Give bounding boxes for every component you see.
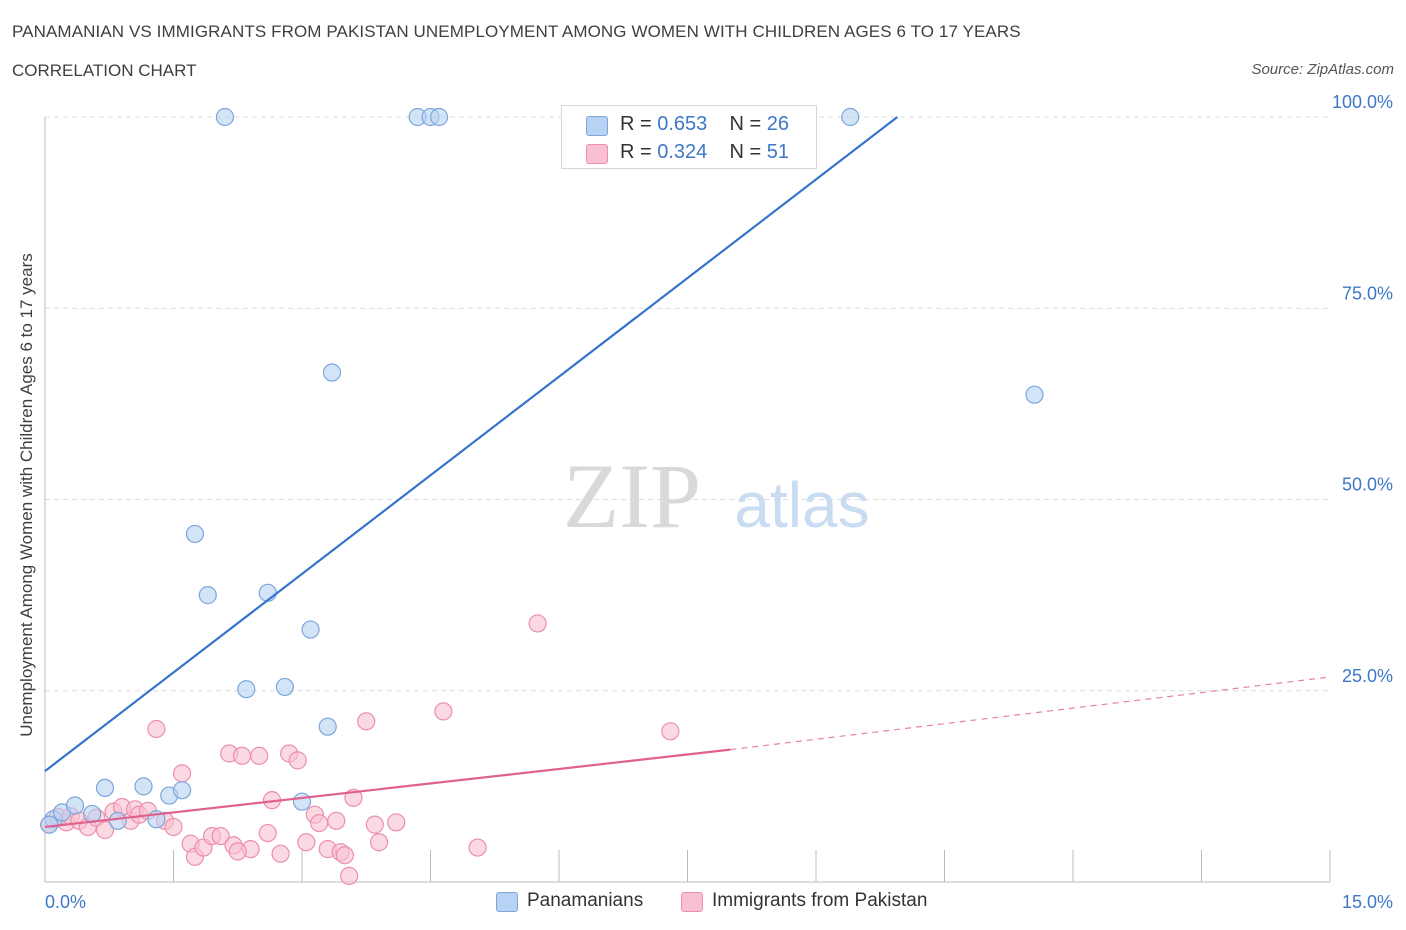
pakistan-point-17[interactable] bbox=[172, 764, 192, 783]
pakistan-point-43[interactable] bbox=[365, 815, 384, 834]
panamanian-point-4[interactable] bbox=[95, 778, 115, 798]
legend-r-label: R = bbox=[620, 141, 658, 163]
panamanian-point-2[interactable] bbox=[65, 796, 85, 815]
panamanian-point-23[interactable] bbox=[841, 107, 860, 127]
pakistan-points bbox=[40, 614, 680, 885]
pakistan-trend-line bbox=[44, 748, 731, 829]
chart-subtitle: CORRELATION CHART bbox=[12, 61, 197, 80]
panamanian-point-6[interactable] bbox=[134, 777, 153, 796]
panamanian-points bbox=[40, 107, 1044, 834]
pakistan-point-7[interactable] bbox=[95, 820, 115, 840]
pakistan-point-48[interactable] bbox=[528, 614, 547, 633]
panamanian-point-22[interactable] bbox=[429, 107, 449, 127]
pakistan-point-49[interactable] bbox=[661, 722, 680, 741]
panamanian-trend-line bbox=[44, 116, 899, 772]
tick-labels: 25.0% 50.0% 75.0% 100.0% 0.0% 15.0% bbox=[45, 92, 1393, 912]
legend-swatch-pink bbox=[586, 144, 608, 164]
legend-r-label: R = bbox=[620, 113, 658, 135]
grid-lines bbox=[45, 116, 1330, 692]
pakistan-point-14[interactable] bbox=[147, 719, 166, 739]
pakistan-point-35[interactable] bbox=[310, 813, 329, 833]
legend-n-label: N = bbox=[729, 113, 767, 135]
pakistan-point-46[interactable] bbox=[434, 702, 453, 721]
legend-n-value: 51 bbox=[766, 141, 790, 163]
pakistan-trend-extension bbox=[730, 676, 1331, 751]
panamanian-point-11[interactable] bbox=[198, 586, 217, 605]
panamanian-point-16[interactable] bbox=[292, 792, 312, 811]
legend-swatch-blue bbox=[496, 892, 518, 912]
watermark-atlas: atlas bbox=[734, 469, 869, 541]
panamanian-point-10[interactable] bbox=[185, 524, 205, 544]
axes bbox=[44, 117, 1331, 883]
pakistan-point-50[interactable] bbox=[228, 842, 247, 861]
y-tick-label: 100.0% bbox=[1332, 92, 1393, 112]
watermark-zip: ZIP bbox=[563, 445, 701, 547]
pakistan-point-27[interactable] bbox=[250, 746, 269, 765]
pakistan-point-22[interactable] bbox=[211, 826, 230, 846]
legend-swatch-blue bbox=[586, 116, 608, 136]
pakistan-point-32[interactable] bbox=[288, 751, 307, 770]
pakistan-point-42[interactable] bbox=[357, 712, 376, 731]
pakistan-point-37[interactable] bbox=[327, 811, 346, 830]
y-tick-label: 75.0% bbox=[1342, 283, 1393, 303]
legend-swatch-pink bbox=[681, 892, 703, 912]
pakistan-point-47[interactable] bbox=[468, 838, 487, 857]
panamanian-point-13[interactable] bbox=[237, 680, 256, 699]
watermark: ZIP atlas bbox=[563, 445, 870, 547]
pakistan-point-39[interactable] bbox=[335, 846, 354, 865]
panamanian-point-5[interactable] bbox=[108, 811, 127, 830]
legend-r-value: 0.653 bbox=[657, 113, 708, 135]
pakistan-point-44[interactable] bbox=[370, 833, 389, 852]
panamanian-point-19[interactable] bbox=[322, 363, 342, 382]
panamanian-point-9[interactable] bbox=[172, 781, 192, 800]
source-label: Source: ZipAtlas.com bbox=[1251, 61, 1394, 78]
panamanian-point-18[interactable] bbox=[318, 717, 337, 736]
pakistan-point-16[interactable] bbox=[164, 817, 183, 837]
pakistan-point-45[interactable] bbox=[387, 813, 406, 832]
x-tick-label: 15.0% bbox=[1342, 892, 1393, 912]
correlation-legend: R = 0.653 N = 26 R = 0.324 N = 51 bbox=[561, 105, 817, 169]
x-tick-label: 0.0% bbox=[45, 892, 86, 912]
pakistan-point-25[interactable] bbox=[232, 746, 252, 765]
legend-label-pakistan: Immigrants from Pakistan bbox=[712, 890, 928, 911]
panamanian-point-25[interactable] bbox=[40, 815, 59, 834]
pakistan-point-33[interactable] bbox=[297, 833, 316, 852]
pakistan-point-30[interactable] bbox=[271, 844, 290, 863]
pakistan-point-28[interactable] bbox=[258, 823, 277, 843]
panamanian-point-15[interactable] bbox=[275, 677, 294, 697]
y-tick-label: 50.0% bbox=[1342, 475, 1393, 495]
legend-label-panamanians: Panamanians bbox=[527, 890, 644, 911]
panamanian-point-17[interactable] bbox=[301, 620, 320, 639]
legend-r-value: 0.324 bbox=[657, 141, 708, 163]
legend-n-label: N = bbox=[729, 141, 767, 163]
pakistan-point-40[interactable] bbox=[340, 866, 359, 885]
trend-lines bbox=[44, 116, 1331, 829]
panamanian-point-12[interactable] bbox=[215, 107, 234, 127]
chart-title: PANAMANIAN VS IMMIGRANTS FROM PAKISTAN U… bbox=[12, 22, 1021, 41]
legend-n-value: 26 bbox=[766, 113, 790, 135]
panamanian-point-24[interactable] bbox=[1025, 385, 1044, 404]
y-tick-label: 25.0% bbox=[1342, 666, 1393, 686]
